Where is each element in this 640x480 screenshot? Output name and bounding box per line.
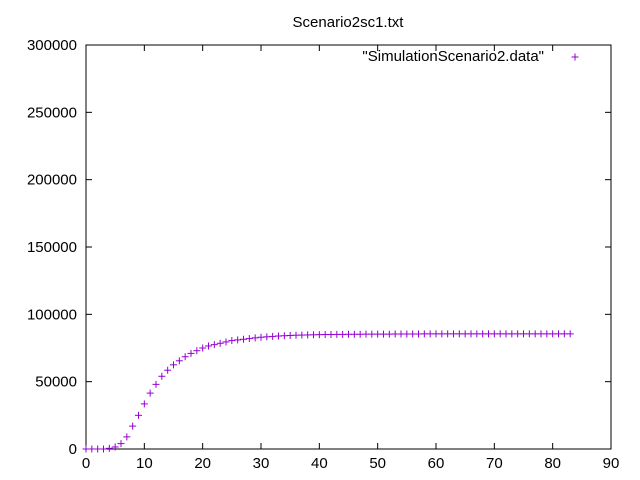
chart-title: Scenario2sc1.txt (293, 14, 405, 31)
data-point (100, 445, 107, 453)
data-point (187, 349, 195, 357)
legend: "SimulationScenario2.data" (362, 48, 579, 65)
y-tick-label: 100000 (27, 306, 77, 323)
data-point (245, 335, 253, 343)
y-tick-label: 0 (69, 441, 77, 458)
x-tick-label: 70 (486, 455, 503, 472)
x-tick-label: 50 (369, 455, 386, 472)
data-point (543, 330, 551, 338)
data-point (117, 440, 125, 448)
data-point (175, 357, 183, 365)
data-point (222, 338, 230, 346)
x-tick-label: 40 (311, 455, 328, 472)
data-point (566, 330, 574, 338)
y-axis: 0 50000 100000 150000 200000 250000 300000 (27, 37, 611, 458)
data-point (105, 444, 113, 452)
data-point (164, 366, 172, 374)
data-points (82, 330, 574, 453)
data-point (170, 361, 177, 369)
y-tick-label: 50000 (35, 374, 77, 391)
y-tick-label: 250000 (27, 104, 77, 121)
data-point (240, 335, 247, 343)
legend-marker (571, 53, 579, 61)
x-tick-label: 10 (136, 455, 153, 472)
x-axis: 0 10 20 30 40 50 60 70 80 90 (82, 45, 620, 472)
data-point (123, 433, 131, 441)
data-point (199, 344, 207, 352)
data-point (210, 341, 218, 349)
data-point (525, 330, 533, 338)
data-point (205, 342, 212, 350)
y-tick-label: 300000 (27, 37, 77, 54)
x-tick-label: 60 (428, 455, 445, 472)
x-tick-label: 0 (82, 455, 90, 472)
data-point (146, 389, 154, 397)
data-point (111, 443, 119, 451)
data-point (508, 330, 516, 338)
data-point (158, 372, 166, 380)
legend-label: "SimulationScenario2.data" (362, 48, 544, 65)
y-tick-label: 200000 (27, 172, 77, 189)
data-point (140, 400, 148, 408)
data-point (152, 380, 160, 388)
data-point (135, 411, 142, 419)
data-point (560, 330, 568, 338)
data-point (216, 339, 224, 347)
data-point (181, 353, 189, 361)
data-point (193, 347, 201, 355)
y-tick-label: 150000 (27, 239, 77, 256)
x-tick-label: 90 (603, 455, 620, 472)
x-tick-label: 20 (194, 455, 211, 472)
data-point (129, 422, 137, 430)
x-tick-label: 30 (253, 455, 270, 472)
data-point (234, 336, 242, 344)
data-point (228, 337, 236, 345)
data-point (251, 334, 259, 342)
x-tick-label: 80 (544, 455, 561, 472)
plot-frame (85, 44, 612, 450)
